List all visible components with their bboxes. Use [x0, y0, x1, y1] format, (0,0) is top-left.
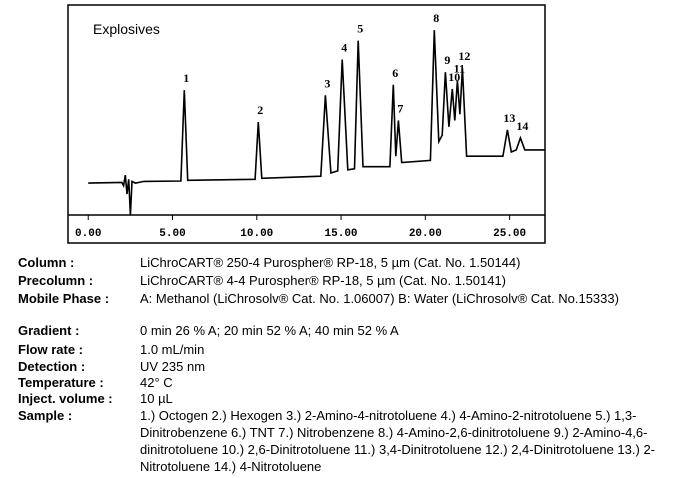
detail-value: 1.) Octogen 2.) Hexogen 3.) 2-Amino-4-ni…	[140, 408, 655, 474]
plot-frame	[67, 4, 546, 244]
x-tick-label: 10.00	[240, 228, 273, 240]
x-tick-label: 5.00	[159, 228, 185, 240]
x-tick-label: 0.00	[75, 228, 101, 240]
detail-value: UV 235 nm	[140, 359, 206, 374]
detail-label: Flow rate :	[18, 342, 84, 357]
detail-value: 0 min 26 % A; 20 min 52 % A; 40 min 52 %…	[140, 323, 399, 338]
peak-label: 6	[392, 66, 398, 80]
x-tick-label: 20.00	[409, 228, 442, 240]
detail-label: Detection :	[18, 359, 86, 374]
x-tick-label: 15.00	[325, 228, 358, 240]
detail-value: 1.0 mL/min	[140, 342, 205, 357]
detail-value: 42° C	[140, 375, 173, 390]
peak-label: 8	[433, 11, 439, 25]
detail-value: LiChroCART® 250-4 Purospher® RP-18, 5 µm…	[140, 255, 521, 270]
chart: Explosives 0.00 5.00 10.00 15.00 20.00 25.00 1…	[67, 4, 546, 244]
peak-label: 10	[448, 70, 460, 84]
peak-label: 14	[516, 119, 528, 133]
detail-label: Temperature :	[18, 375, 104, 390]
x-tick-label: 25.00	[493, 228, 526, 240]
peak-label: 5	[357, 22, 363, 36]
chart-title: Explosives	[93, 21, 160, 37]
detail-value: LiChroCART® 4-4 Purospher® RP-18, 5 µm (…	[140, 273, 506, 288]
peak-label: 13	[503, 111, 515, 125]
detail-label: Inject. volume :	[18, 391, 113, 406]
peak-label: 2	[257, 103, 263, 117]
detail-value: 10 µL	[140, 391, 173, 406]
detail-value: A: Methanol (LiChrosolv® Cat. No. 1.0600…	[140, 291, 619, 306]
peak-label: 3	[324, 76, 330, 90]
detail-label: Precolumn :	[18, 273, 94, 288]
detail-label: Sample :	[18, 408, 73, 423]
detail-label: Gradient :	[18, 323, 80, 338]
peak-label: 1	[183, 71, 189, 85]
peak-label: 12	[458, 49, 470, 63]
detail-label: Mobile Phase :	[18, 291, 110, 306]
peak-label: 4	[341, 41, 347, 55]
detail-label: Column :	[18, 255, 75, 270]
peak-label: 7	[397, 102, 403, 116]
peak-label: 9	[444, 53, 450, 67]
trace	[88, 30, 545, 216]
peak-label: 11	[454, 62, 465, 76]
